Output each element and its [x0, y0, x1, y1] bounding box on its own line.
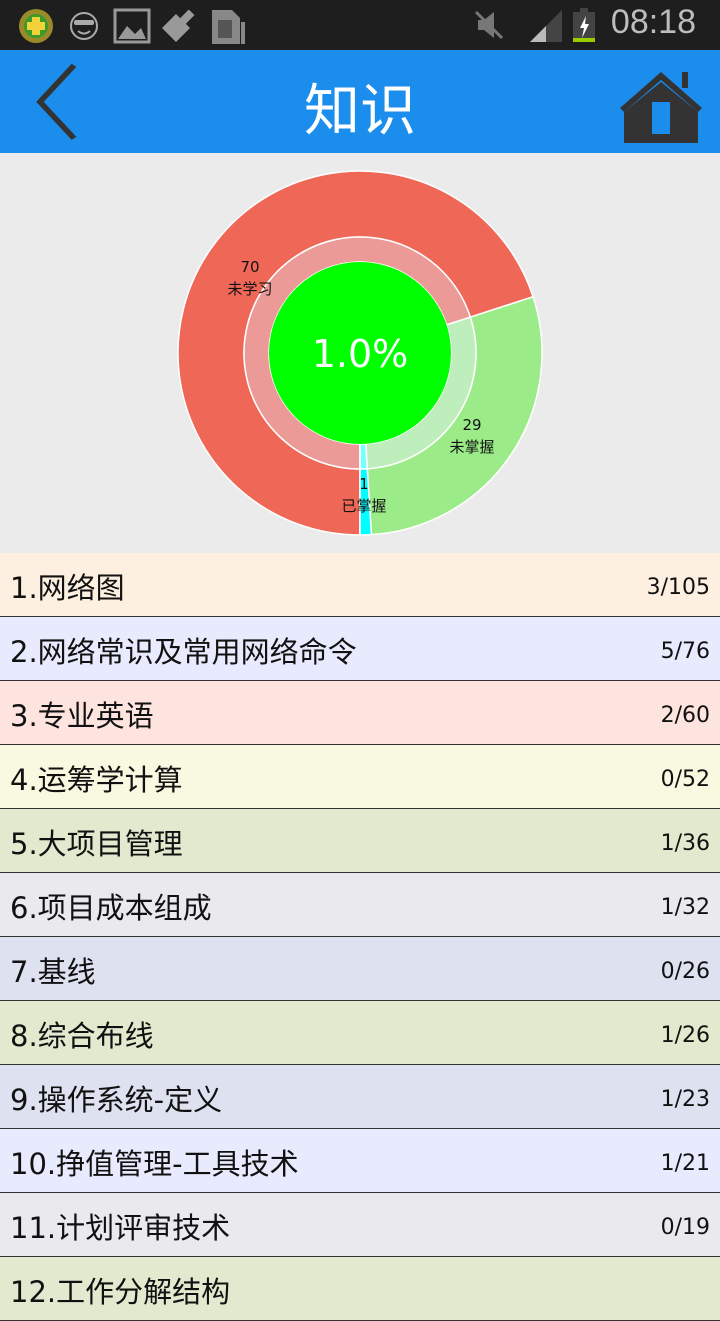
item-title: 8.综合布线: [10, 1019, 154, 1053]
item-title: 11.计划评审技术: [10, 1211, 231, 1245]
segment-name-label: 已掌握: [341, 497, 386, 515]
list-item[interactable]: 2.网络常识及常用网络命令 5/76: [0, 617, 720, 681]
list-item[interactable]: 5.大项目管理 1/36: [0, 809, 720, 873]
segment-inner-2: [359, 443, 369, 470]
item-title: 10.挣值管理-工具技术: [10, 1147, 299, 1181]
item-title: 6.项目成本组成: [10, 891, 212, 925]
segment-name-label: 未掌握: [449, 438, 494, 456]
brush-icon: [162, 9, 195, 42]
center-circle: [269, 262, 451, 444]
list-item[interactable]: 9.操作系统-定义 1/23: [0, 1065, 720, 1129]
status-bar: 08:18: [0, 0, 720, 50]
donut-chart: 1.0% 70 未学习 29 未掌握 1 已掌握: [177, 170, 543, 536]
item-title: 3.专业英语: [10, 699, 154, 733]
image-icon: [113, 8, 151, 44]
item-count: 2/60: [660, 703, 710, 728]
item-count: 0/52: [660, 767, 710, 792]
list-item[interactable]: 10.挣值管理-工具技术 1/21: [0, 1129, 720, 1193]
item-title: 1.网络图: [10, 571, 125, 605]
list-item[interactable]: 4.运筹学计算 0/52: [0, 745, 720, 809]
segment-name-label: 未学习: [227, 280, 272, 298]
chevron-left-icon[interactable]: [30, 62, 80, 142]
segment-value-label: 29: [462, 416, 481, 434]
item-count: 1/23: [660, 1087, 710, 1112]
list-item[interactable]: 8.综合布线 1/26: [0, 1001, 720, 1065]
item-count: 1/21: [660, 1151, 710, 1176]
segment-value-label: 1: [359, 475, 369, 493]
sunglasses-face-icon: [70, 12, 98, 40]
item-count: 5/76: [660, 639, 710, 664]
knowledge-list: 1.网络图 3/105 2.网络常识及常用网络命令 5/76 3.专业英语 2/60 4.运…: [0, 553, 720, 1321]
item-title: 4.运筹学计算: [10, 763, 183, 797]
item-title: 7.基线: [10, 955, 96, 989]
item-count: 0/19: [660, 1215, 710, 1240]
item-title: 2.网络常识及常用网络命令: [10, 635, 357, 669]
item-title: 9.操作系统-定义: [10, 1083, 223, 1117]
item-title: 5.大项目管理: [10, 827, 183, 861]
mute-icon: [474, 10, 504, 40]
list-item[interactable]: 12.工作分解结构: [0, 1257, 720, 1321]
item-count: 1/36: [660, 831, 710, 856]
list-item[interactable]: 6.项目成本组成 1/32: [0, 873, 720, 937]
center-percent: 1.0%: [312, 332, 409, 376]
item-count: 0/26: [660, 959, 710, 984]
list-item[interactable]: 3.专业英语 2/60: [0, 681, 720, 745]
item-title: 12.工作分解结构: [10, 1275, 231, 1309]
home-icon[interactable]: [618, 70, 704, 146]
list-item[interactable]: 7.基线 0/26: [0, 937, 720, 1001]
item-count: 1/26: [660, 1023, 710, 1048]
app-bar: 知识: [0, 50, 720, 153]
battery-charging-icon: [573, 8, 595, 42]
list-item[interactable]: 11.计划评审技术 0/19: [0, 1193, 720, 1257]
item-count: 3/105: [646, 575, 710, 600]
segment-value-label: 70: [240, 258, 259, 276]
item-count: 1/32: [660, 895, 710, 920]
clock: 08:18: [610, 3, 696, 41]
360-security-icon: [19, 9, 53, 43]
list-item[interactable]: 1.网络图 3/105: [0, 553, 720, 617]
signal-icon: [530, 10, 562, 42]
page-title: 知识: [304, 79, 416, 144]
sim-card-icon: [212, 10, 245, 44]
